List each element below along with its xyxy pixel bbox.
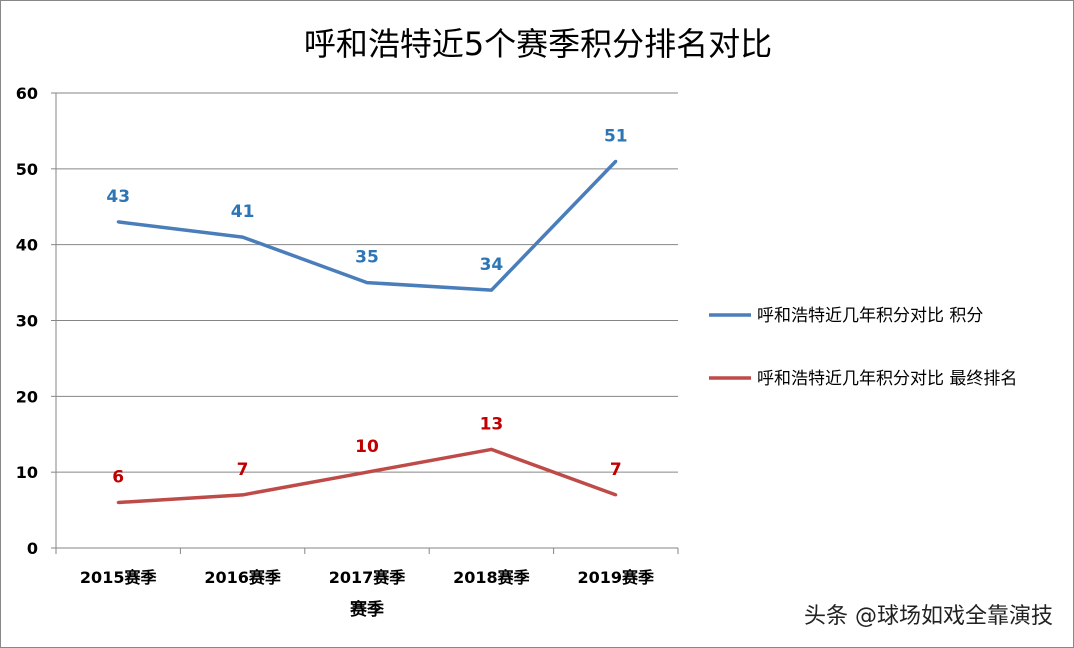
data-point bbox=[116, 501, 120, 504]
series-line-1 bbox=[118, 447, 617, 505]
legend-label: 呼和浩特近几年积分对比 积分 bbox=[757, 306, 983, 326]
data-point bbox=[614, 159, 618, 163]
data-point bbox=[365, 470, 369, 474]
data-label: 34 bbox=[480, 255, 504, 275]
data-label: 6 bbox=[112, 468, 124, 488]
legend-label: 呼和浩特近几年积分对比 最终排名 bbox=[757, 369, 1017, 389]
data-point bbox=[489, 288, 493, 292]
x-tick-label: 2019赛季 bbox=[578, 568, 656, 587]
series-line-0 bbox=[117, 160, 618, 292]
x-tick-label: 2018赛季 bbox=[453, 568, 531, 587]
y-tick-label: 50 bbox=[16, 160, 38, 179]
data-point bbox=[116, 220, 120, 224]
x-tick-label: 2016赛季 bbox=[204, 568, 282, 587]
watermark: 头条 @球场如戏全靠演技 bbox=[804, 604, 1053, 629]
data-point bbox=[241, 493, 245, 497]
x-tick-label: 2015赛季 bbox=[80, 568, 158, 587]
y-tick-label: 60 bbox=[16, 84, 38, 103]
data-point bbox=[241, 235, 245, 239]
data-point bbox=[489, 447, 493, 451]
data-point bbox=[365, 281, 369, 285]
data-label: 35 bbox=[355, 248, 379, 268]
x-tick-label: 2017赛季 bbox=[329, 568, 407, 587]
y-tick-label: 10 bbox=[16, 463, 38, 482]
y-tick-label: 0 bbox=[27, 539, 38, 558]
x-axis-label: 赛季 bbox=[349, 599, 384, 620]
data-label: 51 bbox=[604, 126, 628, 146]
y-tick-label: 20 bbox=[16, 387, 38, 406]
y-tick-label: 30 bbox=[16, 312, 38, 331]
data-label: 10 bbox=[355, 437, 379, 457]
data-label: 7 bbox=[610, 460, 622, 480]
data-label: 43 bbox=[106, 187, 130, 207]
data-label: 13 bbox=[480, 414, 504, 434]
y-tick-label: 40 bbox=[16, 236, 38, 255]
data-label: 41 bbox=[231, 202, 255, 222]
chart-title: 呼和浩特近5个赛季积分排名对比 bbox=[304, 25, 772, 63]
data-label: 7 bbox=[237, 460, 249, 480]
data-point bbox=[614, 493, 618, 497]
